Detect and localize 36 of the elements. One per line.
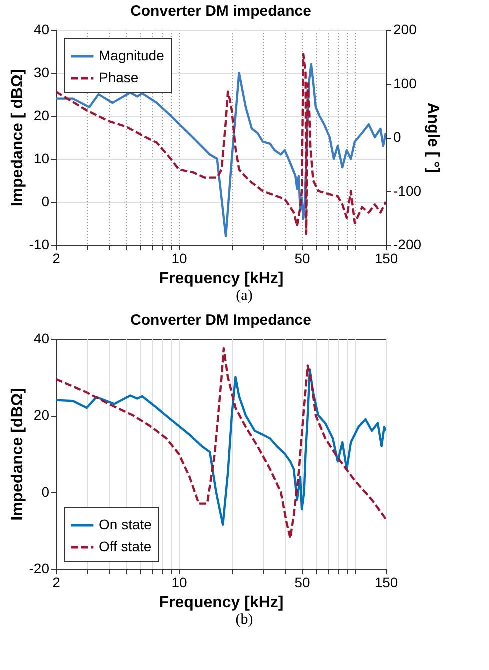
y-tick-label: 20 xyxy=(34,108,50,124)
y-tick-label: -10 xyxy=(29,236,50,252)
legend-label: On state xyxy=(99,516,152,532)
y2-tick-label: -100 xyxy=(394,182,422,199)
x-tick-label: 10 xyxy=(172,574,188,590)
legend-label: Off state xyxy=(99,538,152,554)
y-tick-label: -20 xyxy=(29,560,50,576)
x-axis-title: Frequency [kHz] xyxy=(159,270,284,288)
text: (b) xyxy=(234,612,254,629)
y-tick-label: 10 xyxy=(34,150,50,166)
chart-title: Converter DM Impedance xyxy=(130,312,312,329)
y-tick-label: 0 xyxy=(42,484,50,500)
legend-label: Phase xyxy=(99,70,139,86)
x-axis-title: Frequency [kHz] xyxy=(159,594,284,612)
x-tick-label: 150 xyxy=(374,574,398,590)
x-tick-label: 2 xyxy=(52,250,61,266)
x-tick-label: 50 xyxy=(294,574,311,590)
y-tick-label: 40 xyxy=(34,22,50,38)
y-axis-title: Impedance [dBΩ] xyxy=(9,388,26,521)
y2-tick-label: 100 xyxy=(394,75,418,92)
y2-tick-label: 200 xyxy=(394,22,418,38)
y2-axis-title: Angle [ °] xyxy=(424,102,442,174)
y2-tick-label: 0 xyxy=(394,129,402,145)
y-tick-label: 40 xyxy=(34,330,50,346)
chart-title: Converter DM impedance xyxy=(130,3,312,20)
x-tick-label: 2 xyxy=(52,574,61,590)
y-tick-label: 20 xyxy=(34,407,50,424)
y2-tick-label: -200 xyxy=(394,236,422,252)
y-tick-label: 30 xyxy=(34,64,50,80)
legend-label: Magnitude xyxy=(99,48,165,64)
y-axis-title: Impedance [ dBΩ] xyxy=(9,69,26,207)
x-tick-label: 150 xyxy=(374,250,398,266)
x-tick-label: 50 xyxy=(294,250,311,266)
text: (a) xyxy=(235,288,254,305)
x-tick-label: 10 xyxy=(172,250,188,266)
y-tick-label: 0 xyxy=(42,194,50,210)
